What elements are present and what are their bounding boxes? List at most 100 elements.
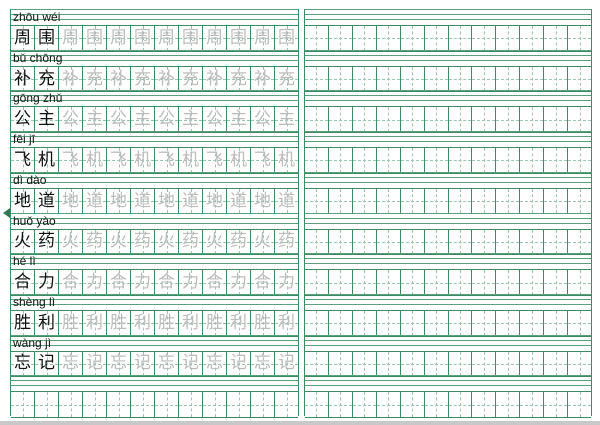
- writing-box[interactable]: 补: [251, 66, 275, 92]
- writing-box[interactable]: 飞: [203, 148, 227, 173]
- writing-box[interactable]: [275, 392, 298, 417]
- writing-box[interactable]: [520, 148, 545, 173]
- writing-box[interactable]: [305, 229, 329, 255]
- writing-box[interactable]: 力: [275, 270, 298, 295]
- writing-box[interactable]: [424, 26, 449, 51]
- writing-box[interactable]: [544, 351, 569, 377]
- writing-box[interactable]: 火: [155, 229, 179, 255]
- writing-box[interactable]: 周: [107, 26, 131, 51]
- writing-box[interactable]: [568, 270, 591, 295]
- writing-box[interactable]: 忘: [11, 351, 35, 377]
- writing-box[interactable]: 充: [131, 66, 155, 92]
- writing-box[interactable]: [328, 66, 353, 92]
- bottom-scrollbar[interactable]: [0, 421, 600, 425]
- writing-box[interactable]: [424, 148, 449, 173]
- writing-box[interactable]: 力: [131, 270, 155, 295]
- writing-box[interactable]: 机: [275, 148, 298, 173]
- writing-box[interactable]: 机: [179, 148, 203, 173]
- writing-box[interactable]: 胜: [59, 310, 83, 336]
- writing-box[interactable]: [305, 26, 329, 51]
- writing-box[interactable]: [544, 392, 569, 417]
- writing-box[interactable]: 利: [275, 310, 298, 336]
- writing-box[interactable]: [352, 107, 377, 133]
- writing-box[interactable]: [448, 270, 473, 295]
- writing-box[interactable]: [520, 26, 545, 51]
- writing-box[interactable]: 公: [203, 107, 227, 133]
- writing-box[interactable]: [400, 26, 425, 51]
- writing-box[interactable]: 充: [275, 66, 298, 92]
- writing-box[interactable]: [568, 310, 591, 336]
- writing-box[interactable]: 围: [227, 26, 251, 51]
- writing-box[interactable]: [472, 107, 497, 133]
- writing-box[interactable]: 记: [35, 351, 59, 377]
- writing-box[interactable]: 公: [155, 107, 179, 133]
- writing-box[interactable]: [544, 148, 569, 173]
- writing-box[interactable]: 周: [11, 26, 35, 51]
- writing-box[interactable]: [376, 270, 401, 295]
- writing-box[interactable]: [328, 26, 353, 51]
- writing-box[interactable]: 补: [107, 66, 131, 92]
- writing-box[interactable]: 利: [131, 310, 155, 336]
- writing-box[interactable]: [520, 270, 545, 295]
- writing-box[interactable]: [424, 66, 449, 92]
- writing-box[interactable]: 合: [59, 270, 83, 295]
- writing-box[interactable]: [424, 107, 449, 133]
- writing-box[interactable]: [568, 26, 591, 51]
- writing-box[interactable]: [496, 66, 521, 92]
- writing-box[interactable]: [376, 310, 401, 336]
- writing-box[interactable]: 力: [35, 270, 59, 295]
- writing-box[interactable]: [496, 310, 521, 336]
- writing-box[interactable]: [376, 392, 401, 417]
- writing-box[interactable]: [496, 188, 521, 214]
- writing-box[interactable]: [328, 310, 353, 336]
- writing-box[interactable]: [496, 270, 521, 295]
- writing-box[interactable]: 主: [83, 107, 107, 133]
- writing-box[interactable]: [400, 229, 425, 255]
- writing-box[interactable]: [496, 148, 521, 173]
- writing-box[interactable]: [305, 66, 329, 92]
- writing-box[interactable]: [496, 351, 521, 377]
- writing-box[interactable]: [472, 66, 497, 92]
- writing-box[interactable]: [448, 351, 473, 377]
- writing-box[interactable]: [328, 148, 353, 173]
- writing-box[interactable]: 周: [203, 26, 227, 51]
- writing-box[interactable]: [520, 310, 545, 336]
- writing-box[interactable]: 记: [131, 351, 155, 377]
- writing-box[interactable]: [472, 26, 497, 51]
- writing-box[interactable]: 道: [227, 188, 251, 214]
- writing-box[interactable]: [424, 229, 449, 255]
- writing-box[interactable]: 力: [179, 270, 203, 295]
- writing-box[interactable]: 补: [59, 66, 83, 92]
- writing-box[interactable]: [328, 351, 353, 377]
- writing-box[interactable]: 药: [131, 229, 155, 255]
- writing-box[interactable]: [496, 392, 521, 417]
- writing-box[interactable]: [496, 107, 521, 133]
- writing-box[interactable]: [496, 26, 521, 51]
- writing-box[interactable]: [424, 310, 449, 336]
- writing-box[interactable]: 忘: [59, 351, 83, 377]
- writing-box[interactable]: [155, 392, 179, 417]
- writing-box[interactable]: 药: [179, 229, 203, 255]
- writing-box[interactable]: [328, 188, 353, 214]
- writing-box[interactable]: 地: [203, 188, 227, 214]
- writing-box[interactable]: 周: [155, 26, 179, 51]
- writing-box[interactable]: [472, 310, 497, 336]
- writing-box[interactable]: [131, 392, 155, 417]
- writing-box[interactable]: [520, 351, 545, 377]
- writing-box[interactable]: 道: [179, 188, 203, 214]
- writing-box[interactable]: [305, 107, 329, 133]
- writing-box[interactable]: [472, 188, 497, 214]
- writing-box[interactable]: [203, 392, 227, 417]
- writing-box[interactable]: 胜: [11, 310, 35, 336]
- writing-box[interactable]: 利: [179, 310, 203, 336]
- writing-box[interactable]: 道: [83, 188, 107, 214]
- writing-box[interactable]: 忘: [251, 351, 275, 377]
- writing-box[interactable]: 围: [179, 26, 203, 51]
- writing-box[interactable]: [376, 66, 401, 92]
- writing-box[interactable]: [520, 66, 545, 92]
- writing-box[interactable]: [11, 392, 35, 417]
- writing-box[interactable]: 周: [59, 26, 83, 51]
- writing-box[interactable]: [568, 392, 591, 417]
- writing-box[interactable]: [568, 148, 591, 173]
- writing-box[interactable]: 公: [107, 107, 131, 133]
